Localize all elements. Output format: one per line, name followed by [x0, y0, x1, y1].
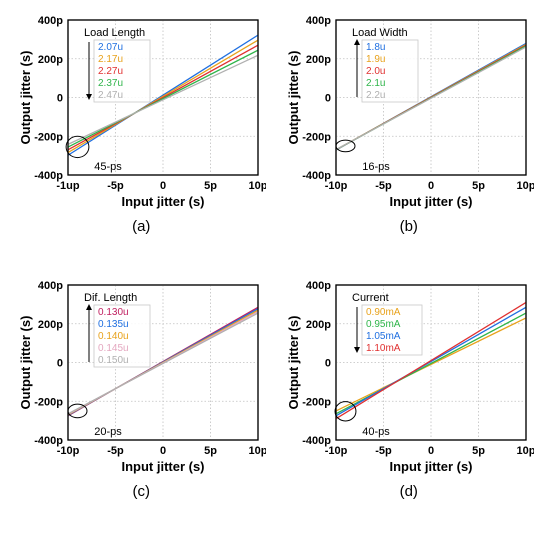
svg-text:1.9u: 1.9u	[366, 54, 385, 65]
panel-b: -10p-5p05p10p-400p-200p0200p400pInput ji…	[278, 10, 541, 235]
svg-text:-400p: -400p	[302, 435, 331, 447]
sublabel-c: (c)	[133, 483, 151, 500]
svg-text:5p: 5p	[204, 445, 217, 457]
svg-text:400p: 400p	[306, 280, 331, 292]
svg-text:Dif. Length: Dif. Length	[84, 292, 137, 304]
svg-text:5p: 5p	[472, 445, 485, 457]
svg-text:200p: 200p	[38, 54, 63, 66]
svg-text:0.95mA: 0.95mA	[366, 319, 401, 330]
svg-text:0: 0	[57, 358, 63, 370]
svg-text:Load Width: Load Width	[352, 27, 408, 39]
svg-text:-200p: -200p	[302, 396, 331, 408]
svg-text:-200p: -200p	[35, 131, 64, 143]
svg-text:2.27u: 2.27u	[98, 66, 123, 77]
svg-text:0: 0	[160, 445, 166, 457]
svg-text:2.07u: 2.07u	[98, 42, 123, 53]
svg-text:400p: 400p	[306, 15, 331, 27]
svg-text:2.1u: 2.1u	[366, 78, 385, 89]
svg-text:0.130u: 0.130u	[98, 307, 129, 318]
svg-text:Current: Current	[352, 292, 389, 304]
svg-text:0.145u: 0.145u	[98, 343, 129, 354]
svg-text:0: 0	[160, 180, 166, 192]
svg-text:1.05mA: 1.05mA	[366, 331, 401, 342]
svg-text:400p: 400p	[38, 15, 63, 27]
svg-text:Input jitter (s): Input jitter (s)	[122, 459, 205, 474]
svg-text:0: 0	[428, 180, 434, 192]
svg-text:-5p: -5p	[375, 445, 392, 457]
panel-c: -10p-5p05p10p-400p-200p0200p400pInput ji…	[10, 275, 273, 500]
svg-text:Output jitter (s): Output jitter (s)	[18, 316, 33, 410]
svg-text:2.17u: 2.17u	[98, 54, 123, 65]
svg-text:0.140u: 0.140u	[98, 331, 129, 342]
svg-text:2.37u: 2.37u	[98, 78, 123, 89]
chart-c: -10p-5p05p10p-400p-200p0200p400pInput ji…	[16, 275, 266, 475]
svg-text:5p: 5p	[472, 180, 485, 192]
svg-text:-400p: -400p	[35, 435, 64, 447]
svg-text:0: 0	[325, 93, 331, 105]
svg-text:Input jitter (s): Input jitter (s)	[389, 459, 472, 474]
svg-text:-5p: -5p	[108, 445, 125, 457]
svg-text:45-ps: 45-ps	[95, 161, 123, 173]
chart-d: -10p-5p05p10p-400p-200p0200p400pInput ji…	[284, 275, 534, 475]
chart-grid: -1up-5p05p10p-400p-200p0200p400pInput ji…	[10, 10, 540, 500]
svg-text:40-ps: 40-ps	[362, 426, 390, 438]
svg-text:2.47u: 2.47u	[98, 90, 123, 101]
sublabel-a: (a)	[132, 218, 150, 235]
panel-a: -1up-5p05p10p-400p-200p0200p400pInput ji…	[10, 10, 273, 235]
chart-a: -1up-5p05p10p-400p-200p0200p400pInput ji…	[16, 10, 266, 210]
svg-text:Input jitter (s): Input jitter (s)	[122, 194, 205, 209]
svg-text:2.2u: 2.2u	[366, 90, 385, 101]
sublabel-d: (d)	[400, 483, 418, 500]
svg-text:200p: 200p	[306, 54, 331, 66]
svg-text:Output jitter (s): Output jitter (s)	[18, 51, 33, 145]
svg-text:Output jitter (s): Output jitter (s)	[286, 51, 301, 145]
svg-text:5p: 5p	[204, 180, 217, 192]
svg-text:-5p: -5p	[108, 180, 125, 192]
chart-b: -10p-5p05p10p-400p-200p0200p400pInput ji…	[284, 10, 534, 210]
svg-text:400p: 400p	[38, 280, 63, 292]
svg-text:-400p: -400p	[35, 170, 64, 182]
svg-text:10p: 10p	[249, 445, 266, 457]
svg-text:1.10mA: 1.10mA	[366, 343, 401, 354]
svg-text:2.0u: 2.0u	[366, 66, 385, 77]
svg-text:0: 0	[325, 358, 331, 370]
panel-d: -10p-5p05p10p-400p-200p0200p400pInput ji…	[278, 275, 541, 500]
svg-text:0.90mA: 0.90mA	[366, 307, 401, 318]
svg-text:0.150u: 0.150u	[98, 355, 129, 366]
svg-text:200p: 200p	[38, 319, 63, 331]
svg-text:-5p: -5p	[375, 180, 392, 192]
svg-text:200p: 200p	[306, 319, 331, 331]
svg-text:10p: 10p	[516, 180, 533, 192]
svg-text:Input jitter (s): Input jitter (s)	[389, 194, 472, 209]
svg-text:-200p: -200p	[302, 131, 331, 143]
svg-text:0.135u: 0.135u	[98, 319, 129, 330]
svg-text:-400p: -400p	[302, 170, 331, 182]
svg-text:1.8u: 1.8u	[366, 42, 385, 53]
svg-text:0: 0	[57, 93, 63, 105]
svg-text:10p: 10p	[249, 180, 266, 192]
svg-text:0: 0	[428, 445, 434, 457]
svg-text:10p: 10p	[516, 445, 533, 457]
svg-text:-200p: -200p	[35, 396, 64, 408]
svg-text:20-ps: 20-ps	[95, 426, 123, 438]
svg-text:16-ps: 16-ps	[362, 161, 390, 173]
sublabel-b: (b)	[400, 218, 418, 235]
svg-text:Output jitter (s): Output jitter (s)	[286, 316, 301, 410]
svg-text:Load Length: Load Length	[84, 27, 145, 39]
